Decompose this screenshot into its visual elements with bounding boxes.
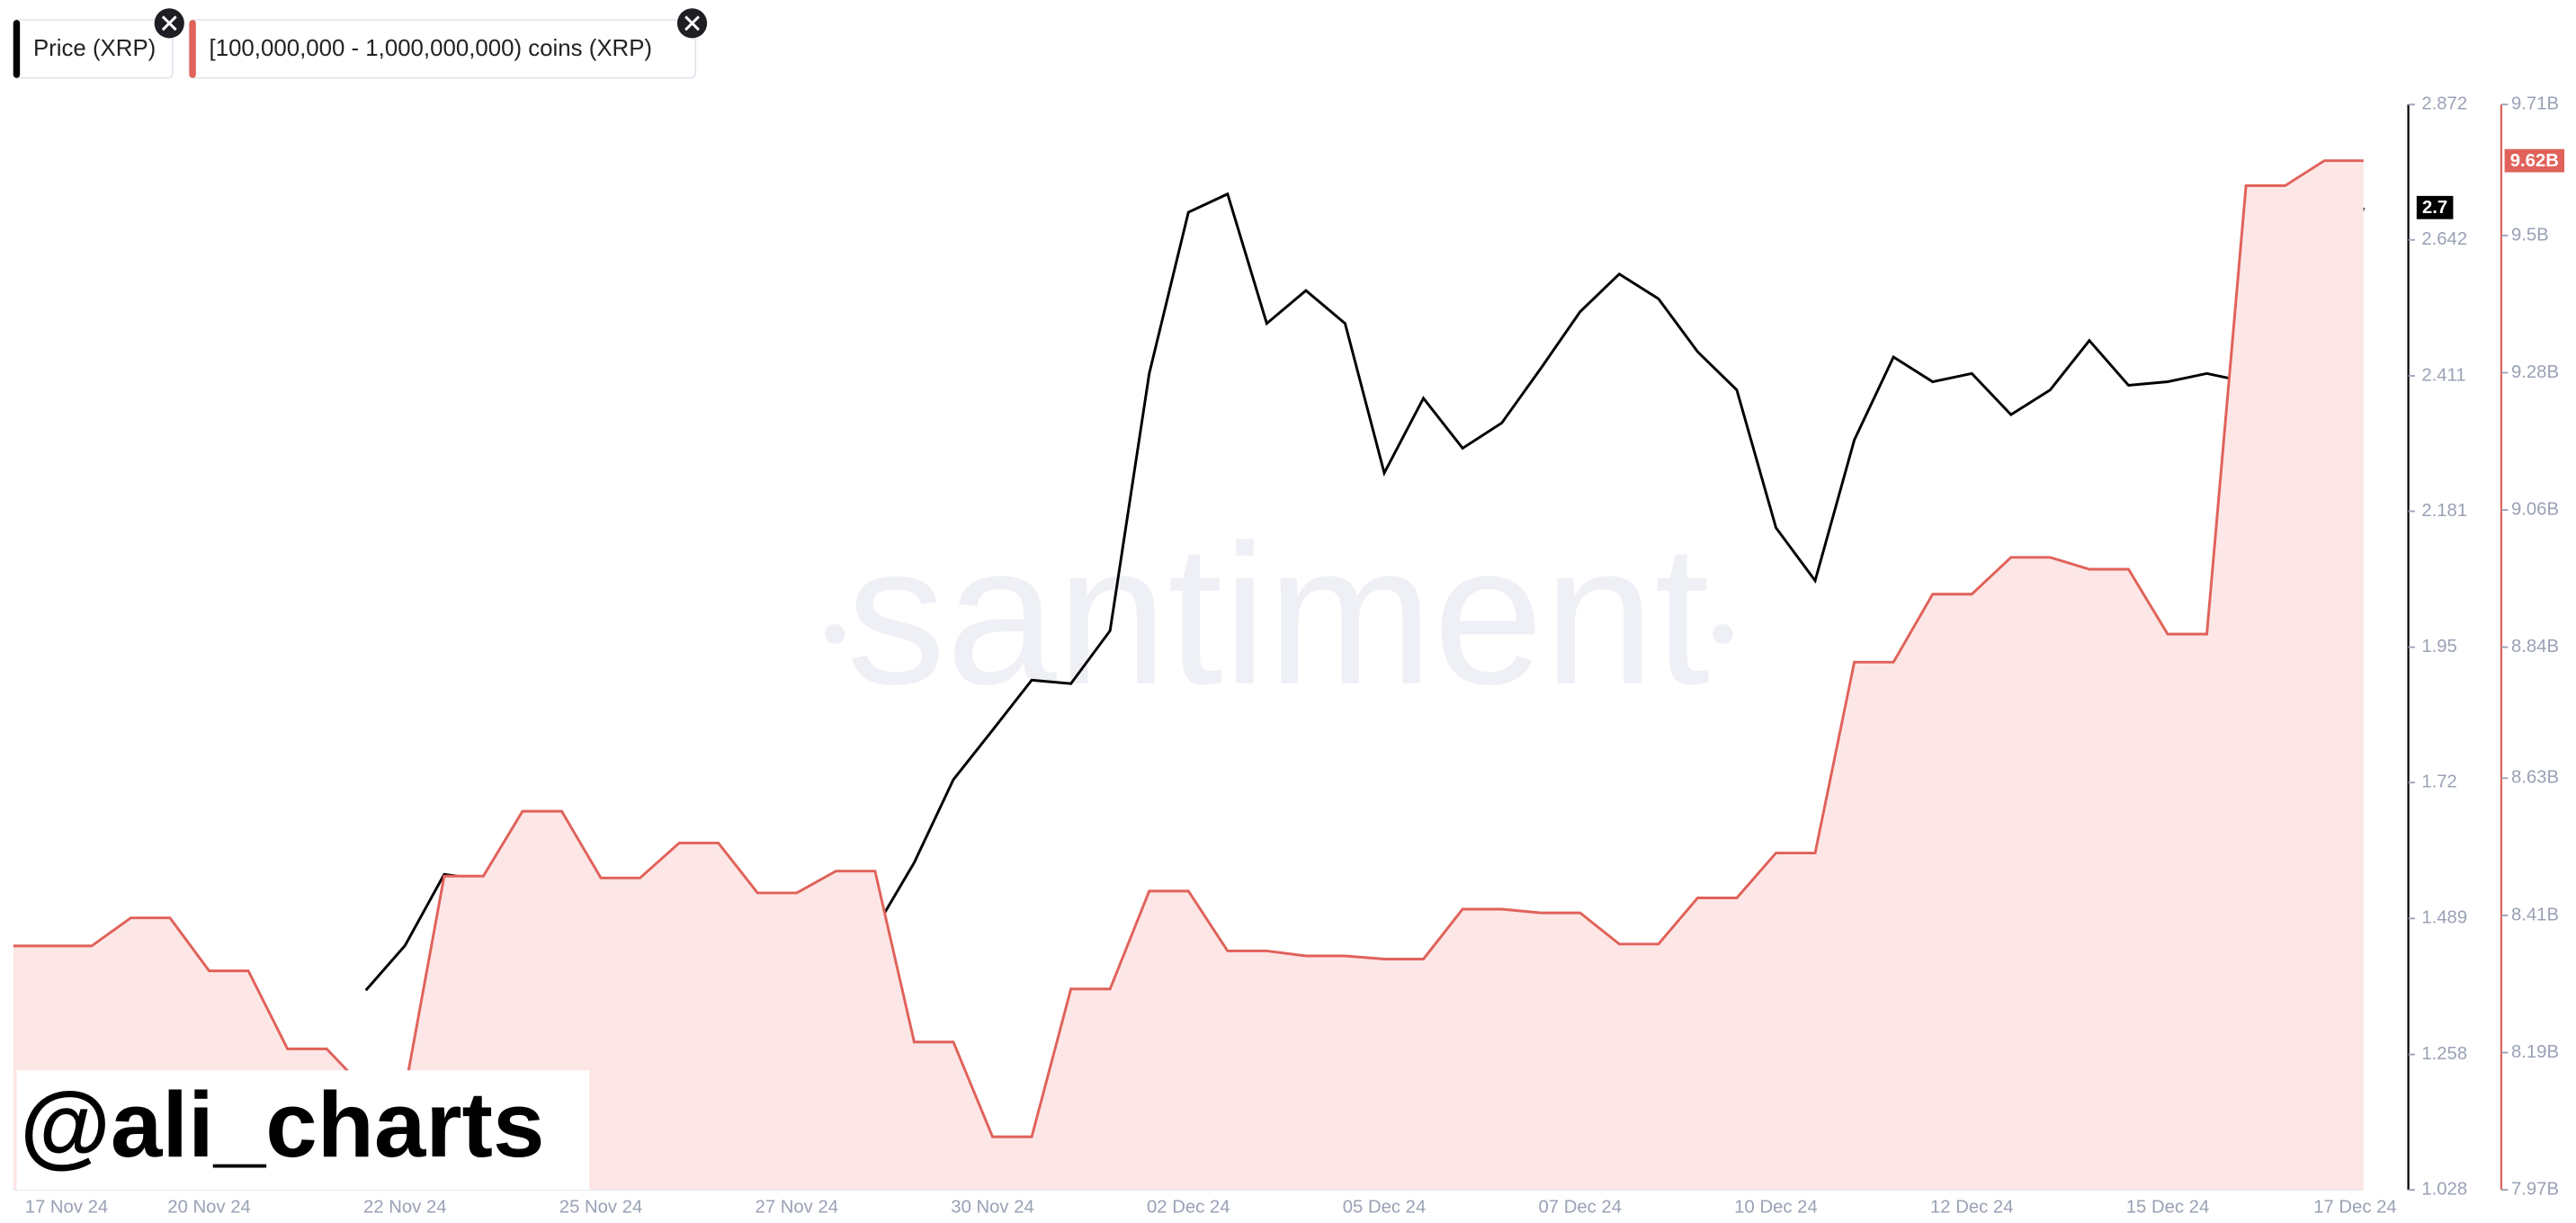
- y-tick-label: 1.95: [2421, 637, 2456, 656]
- x-tick-label: 17 Nov 24: [25, 1198, 108, 1218]
- y2-tick-label: 9.06B: [2511, 499, 2559, 519]
- x-tick-label: 25 Nov 24: [559, 1198, 642, 1218]
- overlay-box: [16, 1070, 590, 1191]
- watermark-dot: [1713, 623, 1733, 644]
- y2-tick-label: 8.84B: [2511, 637, 2559, 656]
- last-value-label: 2.7: [2422, 198, 2447, 218]
- legend: Price (XRP) [100,000,000 - 1,000,000,000)…: [12, 8, 708, 79]
- y2-tick-label: 8.41B: [2511, 905, 2559, 924]
- y2-tick-label: 8.19B: [2511, 1042, 2559, 1062]
- last-value-badge: [2416, 195, 2454, 219]
- close-icon-x[interactable]: [161, 15, 177, 31]
- x-tick-label: 22 Nov 24: [363, 1198, 446, 1218]
- y-tick-label: 2.411: [2421, 365, 2465, 385]
- legend-label: Price (XRP): [33, 36, 156, 61]
- overlay-text: @ali_charts: [20, 1072, 544, 1176]
- y2-tick-label: 9.71B: [2511, 94, 2559, 114]
- x-tick-label: 27 Nov 24: [756, 1198, 838, 1218]
- legend-item: [100,000,000 - 1,000,000,000) coins (XRP…: [188, 8, 708, 79]
- legend-label: [100,000,000 - 1,000,000,000) coins (XRP…: [210, 36, 652, 61]
- legend-item: Price (XRP): [12, 8, 184, 79]
- area: [13, 160, 2364, 1191]
- y-tick-label: 1.028: [2421, 1179, 2467, 1199]
- watermark-dot: [825, 623, 845, 644]
- legend-close-button[interactable]: [154, 8, 184, 39]
- y2-tick-label: 8.63B: [2511, 768, 2559, 788]
- y-tick-label: 1.72: [2421, 772, 2456, 792]
- y-tick-label: 2.642: [2421, 229, 2467, 249]
- x-tick-label: 15 Dec 24: [2126, 1198, 2209, 1218]
- x-tick-label: 05 Dec 24: [1343, 1198, 1426, 1218]
- legend-close-button[interactable]: [676, 8, 708, 39]
- x-tick-label: 12 Dec 24: [1930, 1198, 2013, 1218]
- y-tick-label: 1.489: [2421, 908, 2467, 928]
- last-value-badge: [2504, 148, 2565, 173]
- y-tick-label: 2.872: [2421, 94, 2467, 114]
- close-icon-x[interactable]: [684, 15, 700, 31]
- y-tick-label: 2.181: [2421, 501, 2467, 521]
- legend-swatch: [13, 20, 21, 78]
- y2-tick-label: 9.28B: [2511, 362, 2559, 382]
- x-tick-label: 07 Dec 24: [1539, 1198, 1622, 1218]
- y2-tick-label: 7.97B: [2511, 1179, 2559, 1199]
- last-value-label: 9.62B: [2510, 151, 2559, 171]
- watermark: santiment: [846, 504, 1710, 726]
- y-tick-label: 1.258: [2421, 1044, 2467, 1064]
- plot-area: @ali_charts 1.028 1.258 1.489 1.72 1.95 2.181 2…: [13, 94, 2565, 1218]
- x-tick-label: 17 Dec 24: [2313, 1198, 2396, 1218]
- y2-tick-label: 9.5B: [2511, 225, 2549, 245]
- x-tick-label: 30 Nov 24: [951, 1198, 1033, 1218]
- x-tick-label: 02 Dec 24: [1147, 1198, 1230, 1218]
- x-tick-label: 10 Dec 24: [1734, 1198, 1817, 1218]
- legend-swatch: [189, 20, 196, 78]
- x-tick-label: 20 Nov 24: [167, 1198, 250, 1218]
